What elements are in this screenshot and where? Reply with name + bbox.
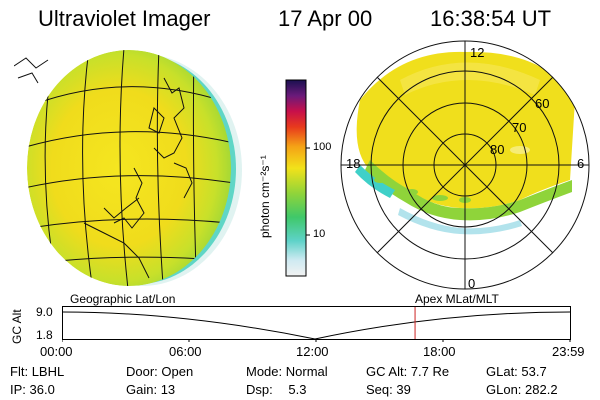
apex-caption: Apex MLat/MLT bbox=[415, 292, 499, 306]
altitude-timeline-plot bbox=[62, 306, 571, 342]
alt-tick-1-8: 1.8 bbox=[36, 328, 53, 342]
mode-label: Mode: bbox=[246, 364, 283, 379]
time-tick-1200: 12:00 bbox=[296, 344, 329, 359]
gc-alt-value: 7.7 Re bbox=[410, 364, 450, 379]
dsp-value: 5.3 bbox=[288, 382, 307, 397]
dsp-readout: Dsp: 5.3 bbox=[246, 382, 306, 397]
mlt-label-18: 18 bbox=[346, 156, 361, 171]
geographic-caption: Geographic Lat/Lon bbox=[70, 292, 176, 306]
seq-readout: Seq: 39 bbox=[366, 382, 411, 397]
glon-label: GLon: bbox=[486, 382, 522, 397]
glon-readout: GLon: 282.2 bbox=[486, 382, 558, 397]
time-tick-1800: 18:00 bbox=[423, 344, 456, 359]
door-readout: Door: Open bbox=[126, 364, 193, 379]
colorbar-tick-100: 100 bbox=[313, 141, 332, 153]
colorbar-unit-label: photon cm⁻²s⁻¹ bbox=[258, 155, 272, 238]
mode-value: Normal bbox=[285, 364, 328, 379]
mlt-label-0: 0 bbox=[468, 276, 476, 291]
mlat-label-80: 80 bbox=[490, 142, 505, 157]
time-label: 16:38:54 UT bbox=[430, 6, 552, 31]
glat-value: 53.7 bbox=[521, 364, 547, 379]
filter-label: Flt: bbox=[10, 364, 29, 379]
gc-alt-readout: GC Alt: 7.7 Re bbox=[366, 364, 449, 379]
mlat-label-60: 60 bbox=[535, 96, 550, 111]
glat-readout: GLat: 53.7 bbox=[486, 364, 547, 379]
gain-readout: Gain: 13 bbox=[126, 382, 175, 397]
geographic-globe-image bbox=[14, 50, 242, 286]
time-tick-2359: 23:59 bbox=[552, 344, 585, 359]
mlt-label-12: 12 bbox=[470, 45, 485, 60]
date-label: 17 Apr 00 bbox=[278, 6, 373, 31]
filter-readout: Flt: LBHL bbox=[10, 364, 64, 379]
glon-value: 282.2 bbox=[525, 382, 558, 397]
time-tick-0000: 00:00 bbox=[40, 344, 73, 359]
time-tick-0600: 06:00 bbox=[169, 344, 202, 359]
polar-mlat-mlt-plot bbox=[340, 40, 590, 290]
ip-label: IP: bbox=[10, 382, 26, 397]
glat-label: GLat: bbox=[486, 364, 518, 379]
mode-readout: Mode: Normal bbox=[246, 364, 328, 379]
gc-alt-axis-title: GC Alt bbox=[10, 309, 24, 344]
gc-alt-label: GC Alt: bbox=[366, 364, 408, 379]
gain-label: Gain: bbox=[126, 382, 158, 397]
instrument-title: Ultraviolet Imager bbox=[38, 6, 211, 31]
door-value: Open bbox=[161, 364, 194, 379]
intensity-colorbar bbox=[285, 79, 310, 277]
colorbar-tick-10: 10 bbox=[313, 228, 326, 240]
seq-label: Seq: bbox=[366, 382, 393, 397]
dsp-label: Dsp: bbox=[246, 382, 273, 397]
mlt-label-6: 6 bbox=[577, 156, 585, 171]
seq-value: 39 bbox=[396, 382, 411, 397]
filter-value: LBHL bbox=[31, 364, 65, 379]
ip-value: 36.0 bbox=[29, 382, 55, 397]
door-label: Door: bbox=[126, 364, 158, 379]
alt-tick-9: 9.0 bbox=[36, 305, 53, 319]
ip-readout: IP: 36.0 bbox=[10, 382, 55, 397]
gain-value: 13 bbox=[160, 382, 176, 397]
mlat-label-70: 70 bbox=[512, 120, 527, 135]
